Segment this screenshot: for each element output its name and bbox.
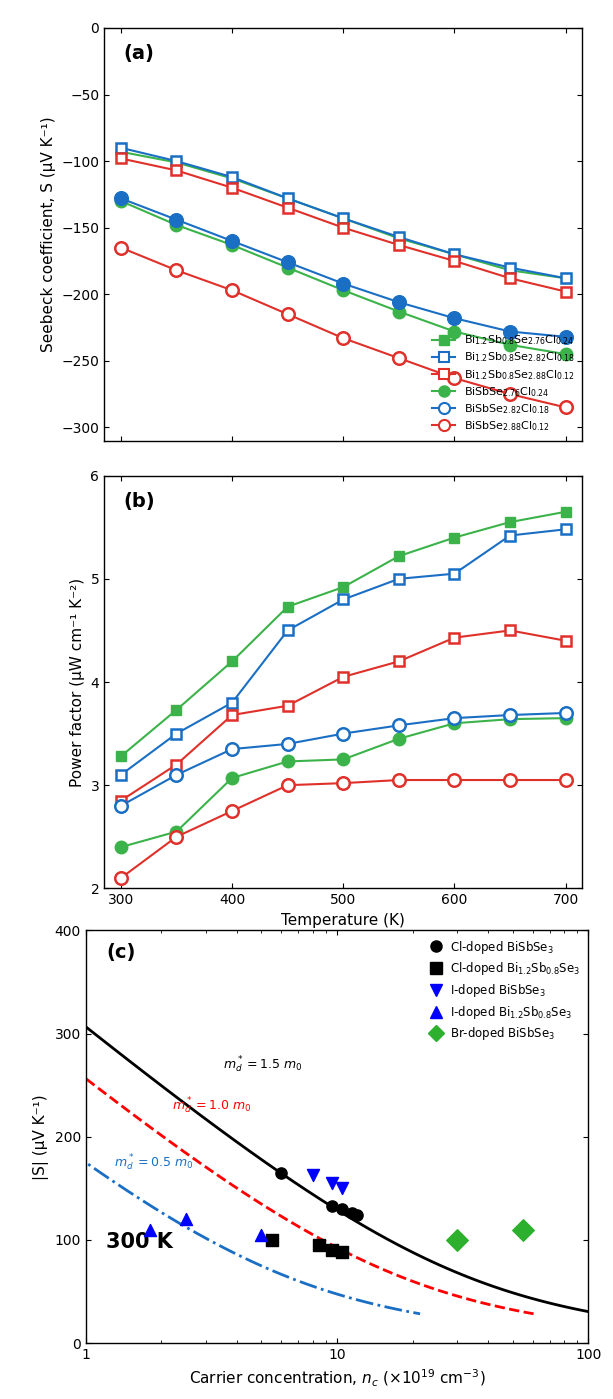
Text: (a): (a) <box>123 45 154 63</box>
Point <box>338 1241 348 1263</box>
Point <box>348 1202 357 1224</box>
Point <box>352 1205 362 1227</box>
Y-axis label: Power factor (μW cm⁻¹ K⁻²): Power factor (μW cm⁻¹ K⁻²) <box>70 578 85 786</box>
Point <box>267 1228 277 1251</box>
Point <box>338 1198 348 1220</box>
Point <box>338 1177 348 1199</box>
Point <box>145 1219 155 1241</box>
Text: $m_d^*=1.5\ m_0$: $m_d^*=1.5\ m_0$ <box>223 1055 302 1074</box>
Point <box>327 1195 337 1217</box>
Point <box>452 1228 462 1251</box>
Text: $m_d^*=1.0\ m_0$: $m_d^*=1.0\ m_0$ <box>172 1095 251 1116</box>
Point <box>276 1161 286 1184</box>
Point <box>327 1172 337 1195</box>
Text: 300 K: 300 K <box>106 1233 173 1252</box>
Legend: Cl-doped BiSbSe$_3$, Cl-doped Bi$_{1.2}$Sb$_{0.8}$Se$_3$, I-doped BiSbSe$_3$, I-: Cl-doped BiSbSe$_3$, Cl-doped Bi$_{1.2}$… <box>427 935 585 1048</box>
Legend: Bi$_{1.2}$Sb$_{0.8}$Se$_{2.76}$Cl$_{0.24}$, Bi$_{1.2}$Sb$_{0.8}$Se$_{2.82}$Cl$_{: Bi$_{1.2}$Sb$_{0.8}$Se$_{2.76}$Cl$_{0.24… <box>428 329 579 438</box>
Y-axis label: |S| (μV K⁻¹): |S| (μV K⁻¹) <box>33 1094 49 1179</box>
Point <box>327 1240 337 1262</box>
X-axis label: Temperature (K): Temperature (K) <box>281 912 405 928</box>
Point <box>181 1207 191 1231</box>
Point <box>314 1234 324 1256</box>
Point <box>257 1224 267 1247</box>
Point <box>519 1219 528 1241</box>
Text: (b): (b) <box>123 492 155 511</box>
Text: (c): (c) <box>106 943 135 961</box>
Text: $m_d^*=0.5\ m_0$: $m_d^*=0.5\ m_0$ <box>115 1153 194 1172</box>
Point <box>308 1164 318 1186</box>
X-axis label: Carrier concentration, $n_c$ ($\times$10$^{19}$ cm$^{-3}$): Carrier concentration, $n_c$ ($\times$10… <box>189 1367 485 1389</box>
Y-axis label: Seebeck coefficient, S (μV K⁻¹): Seebeck coefficient, S (μV K⁻¹) <box>41 116 56 353</box>
